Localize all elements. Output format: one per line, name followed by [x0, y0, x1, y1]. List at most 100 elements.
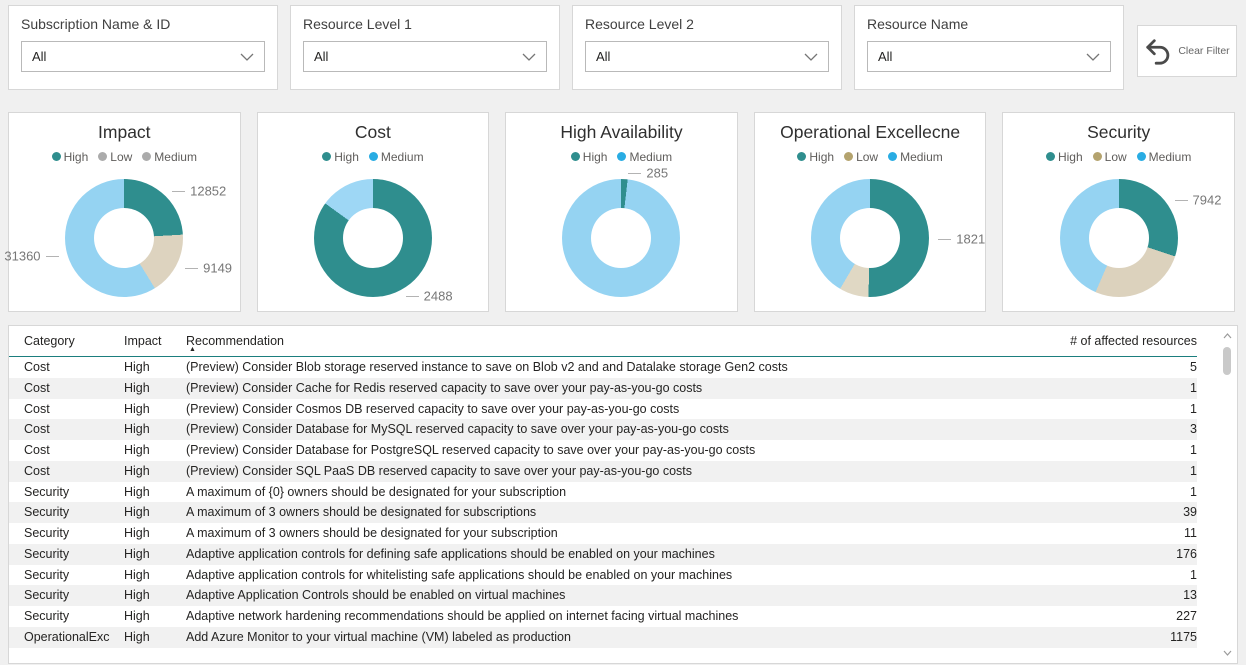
cell-impact: High	[124, 588, 150, 603]
table-scrollbar[interactable]	[1220, 329, 1234, 660]
chart-card-cost: Cost High Medium 2488	[256, 112, 490, 313]
cell-count: 1	[1190, 380, 1197, 395]
column-header-impact[interactable]: Impact	[124, 334, 162, 348]
cell-recommendation: (Preview) Consider Cosmos DB reserved ca…	[186, 401, 680, 416]
legend-item[interactable]: High	[797, 150, 834, 164]
legend-item[interactable]: Low	[1092, 150, 1127, 164]
cell-impact: High	[124, 484, 150, 499]
legend-dot-icon	[368, 152, 378, 161]
chart-legend: High Low Medium	[9, 148, 240, 165]
legend-item[interactable]: Low	[844, 150, 878, 164]
cell-category: Cost	[24, 380, 50, 395]
chart-title: High Availability	[560, 122, 683, 142]
legend-item[interactable]: Medium	[888, 150, 943, 164]
filter-bar: Subscription Name & ID All Resource Leve…	[8, 5, 1124, 90]
column-header-category[interactable]: Category	[24, 334, 75, 348]
cell-impact: High	[124, 443, 150, 457]
table-row[interactable]: Cost High (Preview) Consider Cache for Red…	[9, 377, 1197, 399]
legend-item[interactable]: Medium	[142, 150, 197, 164]
subscription-filter-dropdown[interactable]: All	[21, 41, 265, 72]
chart-card-high-availability: High Availability High Medium 285	[505, 112, 738, 312]
callout-line	[405, 295, 419, 297]
chart-card-security: Security High Low Medium 7942	[1002, 112, 1235, 312]
legend-item[interactable]: Medium	[368, 150, 424, 164]
scroll-down-icon[interactable]	[1220, 646, 1234, 660]
callout-label: 31360	[4, 248, 41, 264]
cell-impact: High	[124, 401, 150, 416]
table-row[interactable]: Security High Adaptive network hardening r…	[9, 606, 1197, 627]
legend-label: High	[809, 149, 835, 164]
table-row[interactable]: Cost High (Preview) Consider Database for …	[9, 440, 1197, 461]
cell-impact: High	[124, 422, 150, 437]
filter-label: Resource Name	[867, 16, 969, 32]
chart-title: Security	[1087, 122, 1151, 142]
clear-filter-label: Clear Filter	[1178, 45, 1230, 57]
cell-recommendation: A maximum of 3 owners should be designat…	[186, 526, 558, 540]
legend-item[interactable]: Medium	[617, 150, 672, 164]
table-row[interactable]: Security High Adaptive Application Control…	[9, 585, 1197, 606]
cell-impact: High	[124, 609, 150, 623]
chart-title: Operational Excellecne	[780, 122, 961, 142]
dropdown-value: All	[314, 49, 329, 64]
cell-category: OperationalExc	[24, 629, 110, 644]
table-row[interactable]: Security High A maximum of 3 owners should…	[9, 502, 1197, 523]
table-row[interactable]: Cost High (Preview) Consider Cosmos DB res…	[9, 399, 1197, 420]
cell-count: 39	[1183, 505, 1197, 520]
donut-chart[interactable]	[65, 179, 184, 297]
cell-count: 1	[1190, 463, 1197, 478]
resource-level-1-filter-dropdown[interactable]: All	[303, 41, 547, 72]
legend-item[interactable]: High	[51, 150, 88, 164]
callout-label: 12852	[190, 183, 227, 199]
filter-label: Resource Level 1	[303, 16, 412, 32]
scroll-up-icon[interactable]	[1220, 329, 1234, 343]
legend-dot-icon	[1092, 152, 1102, 161]
table-row[interactable]: OperationalExc High Add Azure Monitor to y…	[9, 626, 1197, 648]
cell-recommendation: A maximum of {0} owners should be design…	[186, 484, 567, 499]
cell-category: Cost	[24, 401, 50, 416]
donut-chart[interactable]	[1059, 179, 1178, 297]
charts-row: Impact High Low Medium 12852 9149 31360 Cost…	[4, 112, 1235, 313]
callout-label: 2488	[423, 288, 453, 304]
dropdown-value: All	[32, 49, 47, 64]
table-row[interactable]: Security High Adaptive application control…	[9, 543, 1197, 565]
chevron-down-icon	[1086, 53, 1100, 61]
cell-category: Security	[24, 609, 70, 623]
legend-item[interactable]: High	[570, 150, 607, 164]
cell-category: Security	[24, 567, 70, 582]
table-row[interactable]: Security High A maximum of 3 owners should…	[9, 523, 1197, 544]
cell-count: 1	[1190, 484, 1197, 499]
cell-count: 1175	[1170, 629, 1197, 644]
table-row[interactable]: Cost High (Preview) Consider Database for …	[9, 419, 1197, 440]
cell-category: Security	[24, 505, 70, 520]
table-header: Category Impact Recommendation ▲ # of af…	[9, 326, 1197, 357]
table-row[interactable]: Security High Adaptive application control…	[9, 565, 1197, 586]
column-header-recommendation[interactable]: Recommendation ▲	[186, 334, 1067, 353]
legend-item[interactable]: High	[322, 150, 359, 164]
scrollbar-thumb[interactable]	[1223, 347, 1231, 375]
table-row[interactable]: Cost High (Preview) Consider SQL PaaS DB r…	[9, 460, 1197, 482]
dropdown-value: All	[596, 49, 611, 64]
donut-hole	[840, 208, 901, 268]
clear-filter-button[interactable]: Clear Filter	[1137, 25, 1237, 77]
legend-item[interactable]: Low	[98, 150, 132, 164]
resource-name-filter-dropdown[interactable]: All	[867, 41, 1111, 72]
legend-dot-icon	[51, 152, 61, 161]
resource-level-2-filter-dropdown[interactable]: All	[585, 41, 829, 72]
chart-card-impact: Impact High Low Medium 12852 9149 31360	[4, 112, 241, 312]
legend-dot-icon	[617, 152, 627, 161]
donut-chart[interactable]	[562, 179, 681, 297]
table-row[interactable]: Cost High (Preview) Consider Blob storage …	[9, 357, 1197, 378]
column-header-affected-resources[interactable]: # of affected resources	[1070, 334, 1197, 348]
column-header-label: Recommendation	[186, 334, 284, 348]
callout-label: 7942	[1192, 192, 1222, 208]
donut-chart[interactable]	[313, 179, 432, 297]
table-row[interactable]: Security High A maximum of {0} owners shou…	[9, 482, 1197, 503]
chart-plot: 2488	[258, 167, 489, 313]
callout-label: 1821	[956, 231, 986, 247]
legend-item[interactable]: High	[1045, 150, 1083, 164]
donut-chart[interactable]	[811, 179, 930, 297]
chart-title: Impact	[98, 122, 151, 142]
legend-item[interactable]: Medium	[1136, 150, 1191, 164]
table-body: Cost High (Preview) Consider Blob storage …	[9, 357, 1197, 648]
cell-recommendation: Adaptive Application Controls should be …	[186, 588, 566, 603]
